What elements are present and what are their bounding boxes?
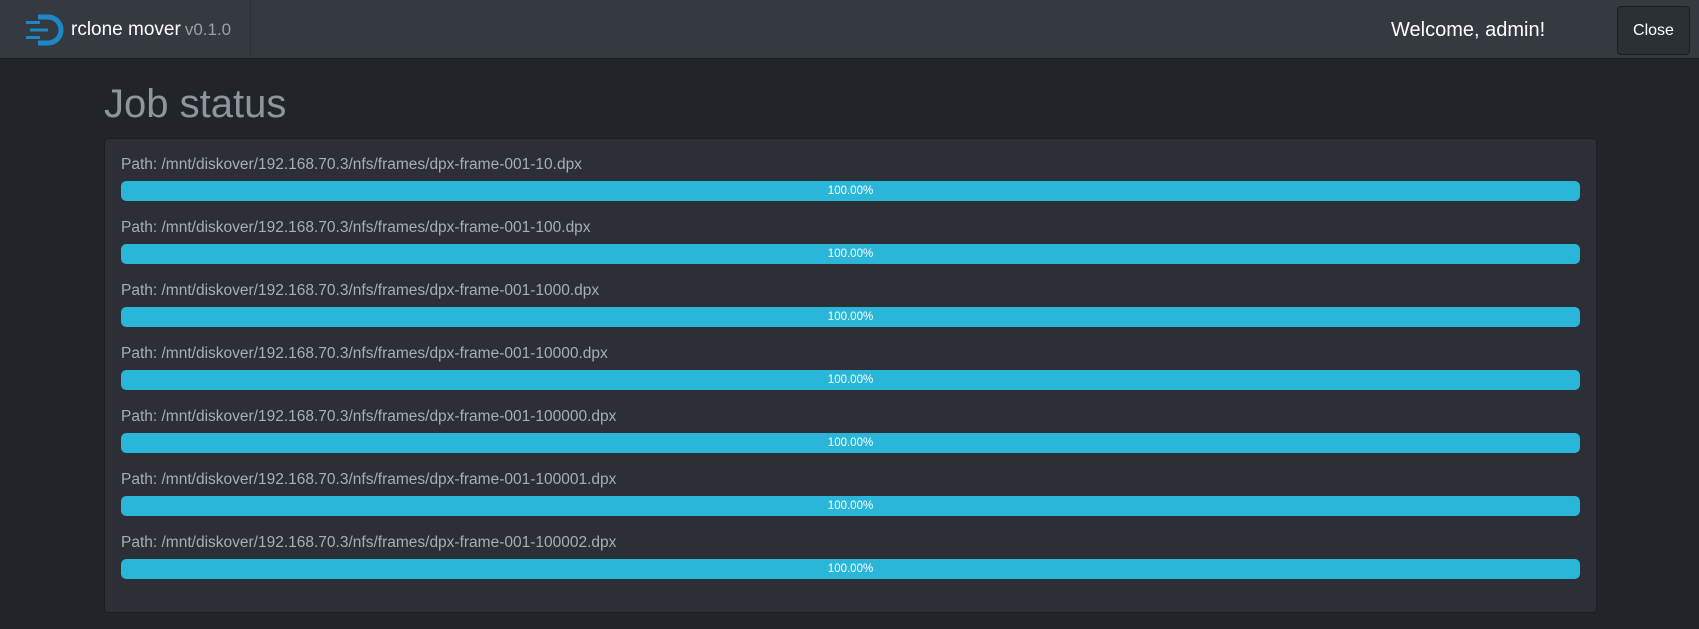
- progress-label: 100.00%: [827, 374, 874, 386]
- close-button[interactable]: Close: [1617, 6, 1690, 55]
- welcome: Welcome, admin!: [1391, 19, 1546, 41]
- job-row: Path: /mnt/diskover/192.168.70.3/nfs/fra…: [121, 470, 1580, 533]
- job-path: Path: /mnt/diskover/192.168.70.3/nfs/fra…: [121, 534, 617, 551]
- job-path: Path: /mnt/diskover/192.168.70.3/nfs/fra…: [121, 156, 582, 173]
- job-row: Path: /mnt/diskover/192.168.70.3/nfs/fra…: [121, 533, 1580, 596]
- progress-bar: [121, 559, 1580, 579]
- logo: [26, 14, 64, 46]
- brand[interactable]: rclone mover v0.1.0: [0, 0, 251, 58]
- progress-label: 100.00%: [827, 563, 874, 575]
- app-name-text: rclone mover: [71, 19, 181, 40]
- progress-label: 100.00%: [827, 437, 874, 449]
- progress-track: 100.00%: [121, 370, 1580, 390]
- job-path: Path: /mnt/diskover/192.168.70.3/nfs/fra…: [121, 345, 608, 362]
- app-name: rclone mover v0.1.0: [71, 19, 231, 41]
- progress-track: 100.00%: [121, 307, 1580, 327]
- progress-track: 100.00%: [121, 244, 1580, 264]
- job-path: Path: /mnt/diskover/192.168.70.3/nfs/fra…: [121, 471, 617, 488]
- progress-bar: [121, 370, 1580, 390]
- progress-bar: [121, 181, 1580, 201]
- job-row: Path: /mnt/diskover/192.168.70.3/nfs/fra…: [121, 281, 1580, 344]
- job-path: Path: /mnt/diskover/192.168.70.3/nfs/fra…: [121, 219, 591, 236]
- version: v0.1.0: [184, 20, 232, 39]
- job-row: Path: /mnt/diskover/192.168.70.3/nfs/fra…: [121, 407, 1580, 470]
- progress-track: 100.00%: [121, 433, 1580, 453]
- job-row: Path: /mnt/diskover/192.168.70.3/nfs/fra…: [121, 155, 1580, 218]
- progress-bar: [121, 244, 1580, 264]
- progress-bar: [121, 307, 1580, 327]
- job-row: Path: /mnt/diskover/192.168.70.3/nfs/fra…: [121, 218, 1580, 281]
- progress-label: 100.00%: [827, 248, 874, 260]
- progress-bar: [121, 433, 1580, 453]
- job-path: Path: /mnt/diskover/192.168.70.3/nfs/fra…: [121, 282, 600, 299]
- progress-bar: [121, 496, 1580, 516]
- job-card: Path: /mnt/diskover/192.168.70.3/nfs/fra…: [104, 138, 1597, 613]
- job-row: Path: /mnt/diskover/192.168.70.3/nfs/fra…: [121, 344, 1580, 407]
- progress-track: 100.00%: [121, 496, 1580, 516]
- progress-label: 100.00%: [827, 311, 874, 323]
- page-title: Job status: [104, 82, 287, 126]
- progress-track: 100.00%: [121, 559, 1580, 579]
- progress-track: 100.00%: [121, 181, 1580, 201]
- progress-label: 100.00%: [827, 185, 874, 197]
- navbar: rclone mover v0.1.0 Welcome, admin! Close: [0, 0, 1699, 59]
- progress-label: 100.00%: [827, 500, 874, 512]
- job-path: Path: /mnt/diskover/192.168.70.3/nfs/fra…: [121, 408, 617, 425]
